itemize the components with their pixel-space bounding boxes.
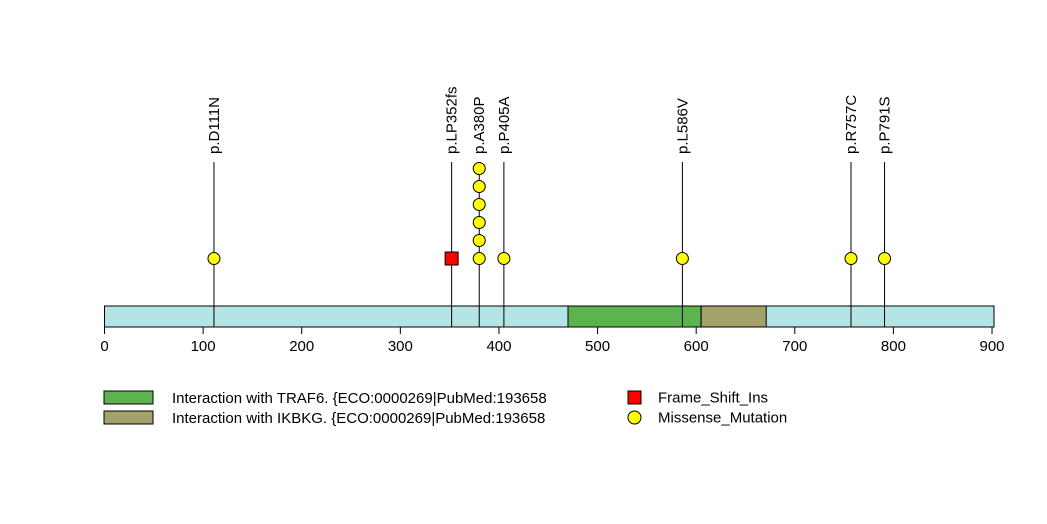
mutation-marker-p.D111N bbox=[207, 252, 221, 265]
legend-type-marker bbox=[627, 410, 642, 425]
mutation-marker-p.R757C bbox=[844, 252, 858, 265]
mutation-marker-p.P405A bbox=[497, 252, 511, 265]
x-tick-label: 800 bbox=[881, 338, 906, 355]
legend-domain-label: Interaction with TRAF6. {ECO:0000269|Pub… bbox=[172, 390, 547, 407]
x-tick-label: 600 bbox=[684, 338, 709, 355]
mutation-marker-p.P791S bbox=[878, 252, 892, 265]
x-tick-label: 400 bbox=[486, 338, 511, 355]
mutation-marker-p.A380P bbox=[472, 216, 486, 229]
legend-type-label: Missense_Mutation bbox=[658, 410, 787, 427]
legend: Interaction with TRAF6. {ECO:0000269|Pub… bbox=[103, 390, 787, 427]
mutation-marker-p.L586V bbox=[675, 252, 689, 265]
mutation-label: p.P405A bbox=[496, 96, 513, 154]
domain-1 bbox=[567, 305, 702, 328]
legend-type-label: Frame_Shift_Ins bbox=[658, 390, 768, 407]
x-tick-label: 500 bbox=[585, 338, 610, 355]
mutation-marker-p.A380P bbox=[472, 162, 486, 175]
mutation-marker-p.A380P bbox=[472, 198, 486, 211]
x-tick-label: 100 bbox=[191, 338, 216, 355]
mutation-label: p.L586V bbox=[674, 98, 691, 154]
x-tick-label: 700 bbox=[782, 338, 807, 355]
protein-backbone bbox=[104, 305, 995, 328]
domain-2 bbox=[700, 305, 767, 328]
x-tick-label: 0 bbox=[100, 338, 108, 355]
mutation-label: p.P791S bbox=[877, 96, 894, 154]
x-tick-label: 300 bbox=[388, 338, 413, 355]
legend-domain-swatch bbox=[103, 410, 154, 425]
mutation-label: p.D111N bbox=[206, 97, 223, 154]
x-tick-label: 900 bbox=[980, 338, 1005, 355]
mutation-marker-p.A380P bbox=[472, 234, 486, 247]
mutation-marker-p.A380P bbox=[472, 252, 486, 265]
mutation-label: p.R757C bbox=[843, 95, 860, 154]
x-axis: 0 100 200 300 400 500 600 700 800 900 bbox=[100, 326, 1005, 355]
mutation-labels-layer: p.D111N p.LP352fs p.A380P p.P405A p.L586V p.R… bbox=[206, 86, 894, 154]
markers-layer bbox=[207, 162, 892, 327]
x-tick-label: 200 bbox=[289, 338, 314, 355]
mutation-marker-p.A380P bbox=[472, 180, 486, 193]
mutation-label: p.LP352fs bbox=[444, 86, 461, 154]
legend-domain-swatch bbox=[103, 390, 154, 405]
mutation-marker-p.LP352fs bbox=[444, 251, 459, 266]
legend-type-marker bbox=[627, 390, 642, 405]
backbone-layer bbox=[104, 305, 995, 328]
legend-domain-label: Interaction with IKBKG. {ECO:0000269|Pub… bbox=[172, 410, 545, 427]
mutation-label: p.A380P bbox=[471, 96, 488, 154]
